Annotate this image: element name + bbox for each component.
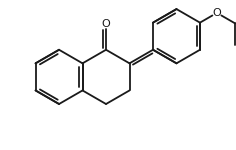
Text: O: O	[102, 19, 110, 29]
Text: O: O	[212, 8, 221, 18]
